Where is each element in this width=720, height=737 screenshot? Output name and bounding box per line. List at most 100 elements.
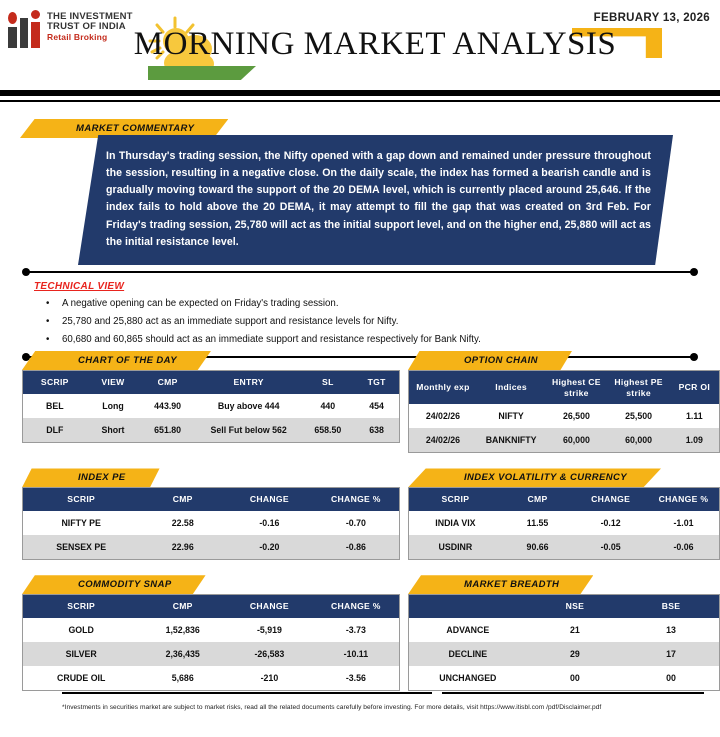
table-header-row: SCRIP VIEW CMP ENTRY SL TGT (22, 370, 400, 394)
column-header: Monthly exp (408, 370, 477, 405)
cell: DECLINE (408, 641, 527, 666)
cell: Long (86, 393, 140, 418)
cell: -5,919 (226, 617, 313, 642)
index-pe-table: SCRIP CMP CHANGE CHANGE % NIFTY PE 22.58… (22, 487, 400, 561)
cell: ADVANCE (408, 617, 527, 642)
cell: 13 (623, 617, 720, 642)
column-header: BSE (623, 594, 720, 618)
column-header: SCRIP (22, 594, 140, 618)
bullet-icon: • (46, 298, 50, 309)
cell: BEL (22, 393, 87, 418)
table-row: GOLD 1,52,836 -5,919 -3.73 (22, 617, 400, 642)
technical-view-bottom-rule (22, 352, 698, 361)
header-divider-thin (0, 100, 720, 102)
cell: -26,583 (226, 641, 313, 666)
cell: 454 (354, 393, 400, 418)
cell: GOLD (22, 617, 140, 642)
cell: 1.09 (669, 428, 720, 453)
table-header-row: NSE BSE (408, 594, 720, 618)
commodity-snap-block: COMMODITY SNAP SCRIP CMP CHANGE CHANGE %… (22, 574, 400, 691)
column-header: ENTRY (195, 370, 302, 394)
column-header: SCRIP (408, 487, 502, 512)
list-item: • A negative opening can be expected on … (46, 295, 720, 313)
cell: 17 (623, 641, 720, 666)
table-row: DECLINE 29 17 (408, 641, 720, 666)
report-date: FEBRUARY 13, 2026 (593, 12, 710, 24)
column-header: SCRIP (22, 370, 87, 394)
cell: 24/02/26 (408, 404, 477, 429)
market-commentary-banner: MARKET COMMENTARY (20, 119, 229, 138)
page-footer: *Investments in securities market are su… (0, 690, 720, 711)
table-row: DLF Short 651.80 Sell Fut below 562 658.… (22, 417, 400, 443)
cell: 22.96 (139, 535, 227, 560)
option-chain-table: Monthly exp Indices Highest CE strike Hi… (408, 370, 720, 454)
column-header: CHANGE (226, 594, 313, 618)
cell: -210 (226, 665, 313, 691)
cell: 29 (526, 641, 624, 666)
header-divider-thick (0, 90, 720, 96)
table-row: 24/02/26 BANKNIFTY 60,000 60,000 1.09 (408, 428, 720, 453)
list-item: • 25,780 and 25,880 act as an immediate … (46, 313, 720, 331)
data-tables-grid: CHART OF THE DAY SCRIP VIEW CMP ENTRY SL… (0, 350, 720, 699)
cell: -1.01 (647, 511, 720, 536)
cell: 00 (526, 665, 624, 691)
cell: DLF (22, 417, 87, 443)
column-header: CMP (139, 487, 227, 512)
option-chain-block: OPTION CHAIN Monthly exp Indices Highest… (408, 350, 720, 454)
table-row: INDIA VIX 11.55 -0.12 -1.01 (408, 511, 720, 536)
cell: 24/02/26 (408, 428, 477, 453)
cell: SILVER (22, 641, 140, 666)
chart-of-the-day-block: CHART OF THE DAY SCRIP VIEW CMP ENTRY SL… (22, 350, 400, 443)
cell: 440 (301, 393, 355, 418)
commodity-snap-table: SCRIP CMP CHANGE CHANGE % GOLD 1,52,836 … (22, 594, 400, 691)
column-header: CHANGE % (312, 594, 400, 618)
column-header: SCRIP (22, 487, 140, 512)
cell: -0.05 (573, 535, 648, 560)
table-row: UNCHANGED 00 00 (408, 665, 720, 691)
column-header: CMP (139, 370, 196, 394)
table-row: 24/02/26 NIFTY 26,500 25,500 1.11 (408, 404, 720, 429)
cell: 90.66 (501, 535, 574, 560)
column-header: CMP (139, 594, 227, 618)
commodity-snap-banner: COMMODITY SNAP (22, 575, 206, 595)
cell: UNCHANGED (408, 665, 527, 691)
technical-view-section: TECHNICAL VIEW • A negative opening can … (0, 268, 720, 361)
logo-line-2: TRUST OF INDIA (47, 20, 126, 32)
table-header-row: SCRIP CMP CHANGE CHANGE % (408, 487, 720, 512)
index-volatility-block: INDEX VOLATILITY & CURRENCY SCRIP CMP CH… (408, 467, 720, 561)
market-breadth-table: NSE BSE ADVANCE 21 13 DECLINE 29 (408, 594, 720, 691)
cell: Short (86, 417, 140, 443)
disclaimer-text: *Investments in securities market are su… (62, 704, 602, 711)
logo-line-3: Retail Broking (47, 31, 108, 42)
cell: USDINR (408, 535, 502, 560)
green-base-shape (148, 66, 256, 80)
table-row: BEL Long 443.90 Buy above 444 440 454 (22, 393, 400, 418)
cell: INDIA VIX (408, 511, 502, 536)
cell: 11.55 (501, 511, 574, 536)
footer-divider (0, 690, 720, 698)
cell: 22.58 (139, 511, 227, 536)
cell: 651.80 (139, 417, 196, 443)
cell: -0.70 (312, 511, 400, 536)
cell: Buy above 444 (195, 393, 302, 418)
column-header: VIEW (86, 370, 140, 394)
cell: 638 (354, 417, 400, 443)
cell: 21 (526, 617, 624, 642)
table-row: USDINR 90.66 -0.05 -0.06 (408, 535, 720, 560)
market-breadth-banner: MARKET BREADTH (408, 575, 594, 595)
cell: BANKNIFTY (476, 428, 546, 453)
cell: 658.50 (301, 417, 355, 443)
column-header: Highest PE strike (607, 370, 670, 405)
technical-view-top-rule (22, 268, 698, 276)
cell: -0.06 (647, 535, 720, 560)
technical-point-text: 60,680 and 60,865 should act as an immed… (62, 333, 481, 345)
index-pe-block: INDEX PE SCRIP CMP CHANGE CHANGE % NIFTY… (22, 467, 400, 561)
cell: 5,686 (139, 665, 227, 691)
logo-line-1: THE INVESTMENT (47, 11, 133, 22)
column-header: Indices (476, 370, 546, 405)
technical-view-title: TECHNICAL VIEW (34, 281, 125, 292)
column-header: CHANGE % (312, 487, 400, 512)
cell: -0.86 (312, 535, 400, 560)
option-chain-banner: OPTION CHAIN (408, 351, 572, 370)
cell: 60,000 (607, 428, 670, 453)
